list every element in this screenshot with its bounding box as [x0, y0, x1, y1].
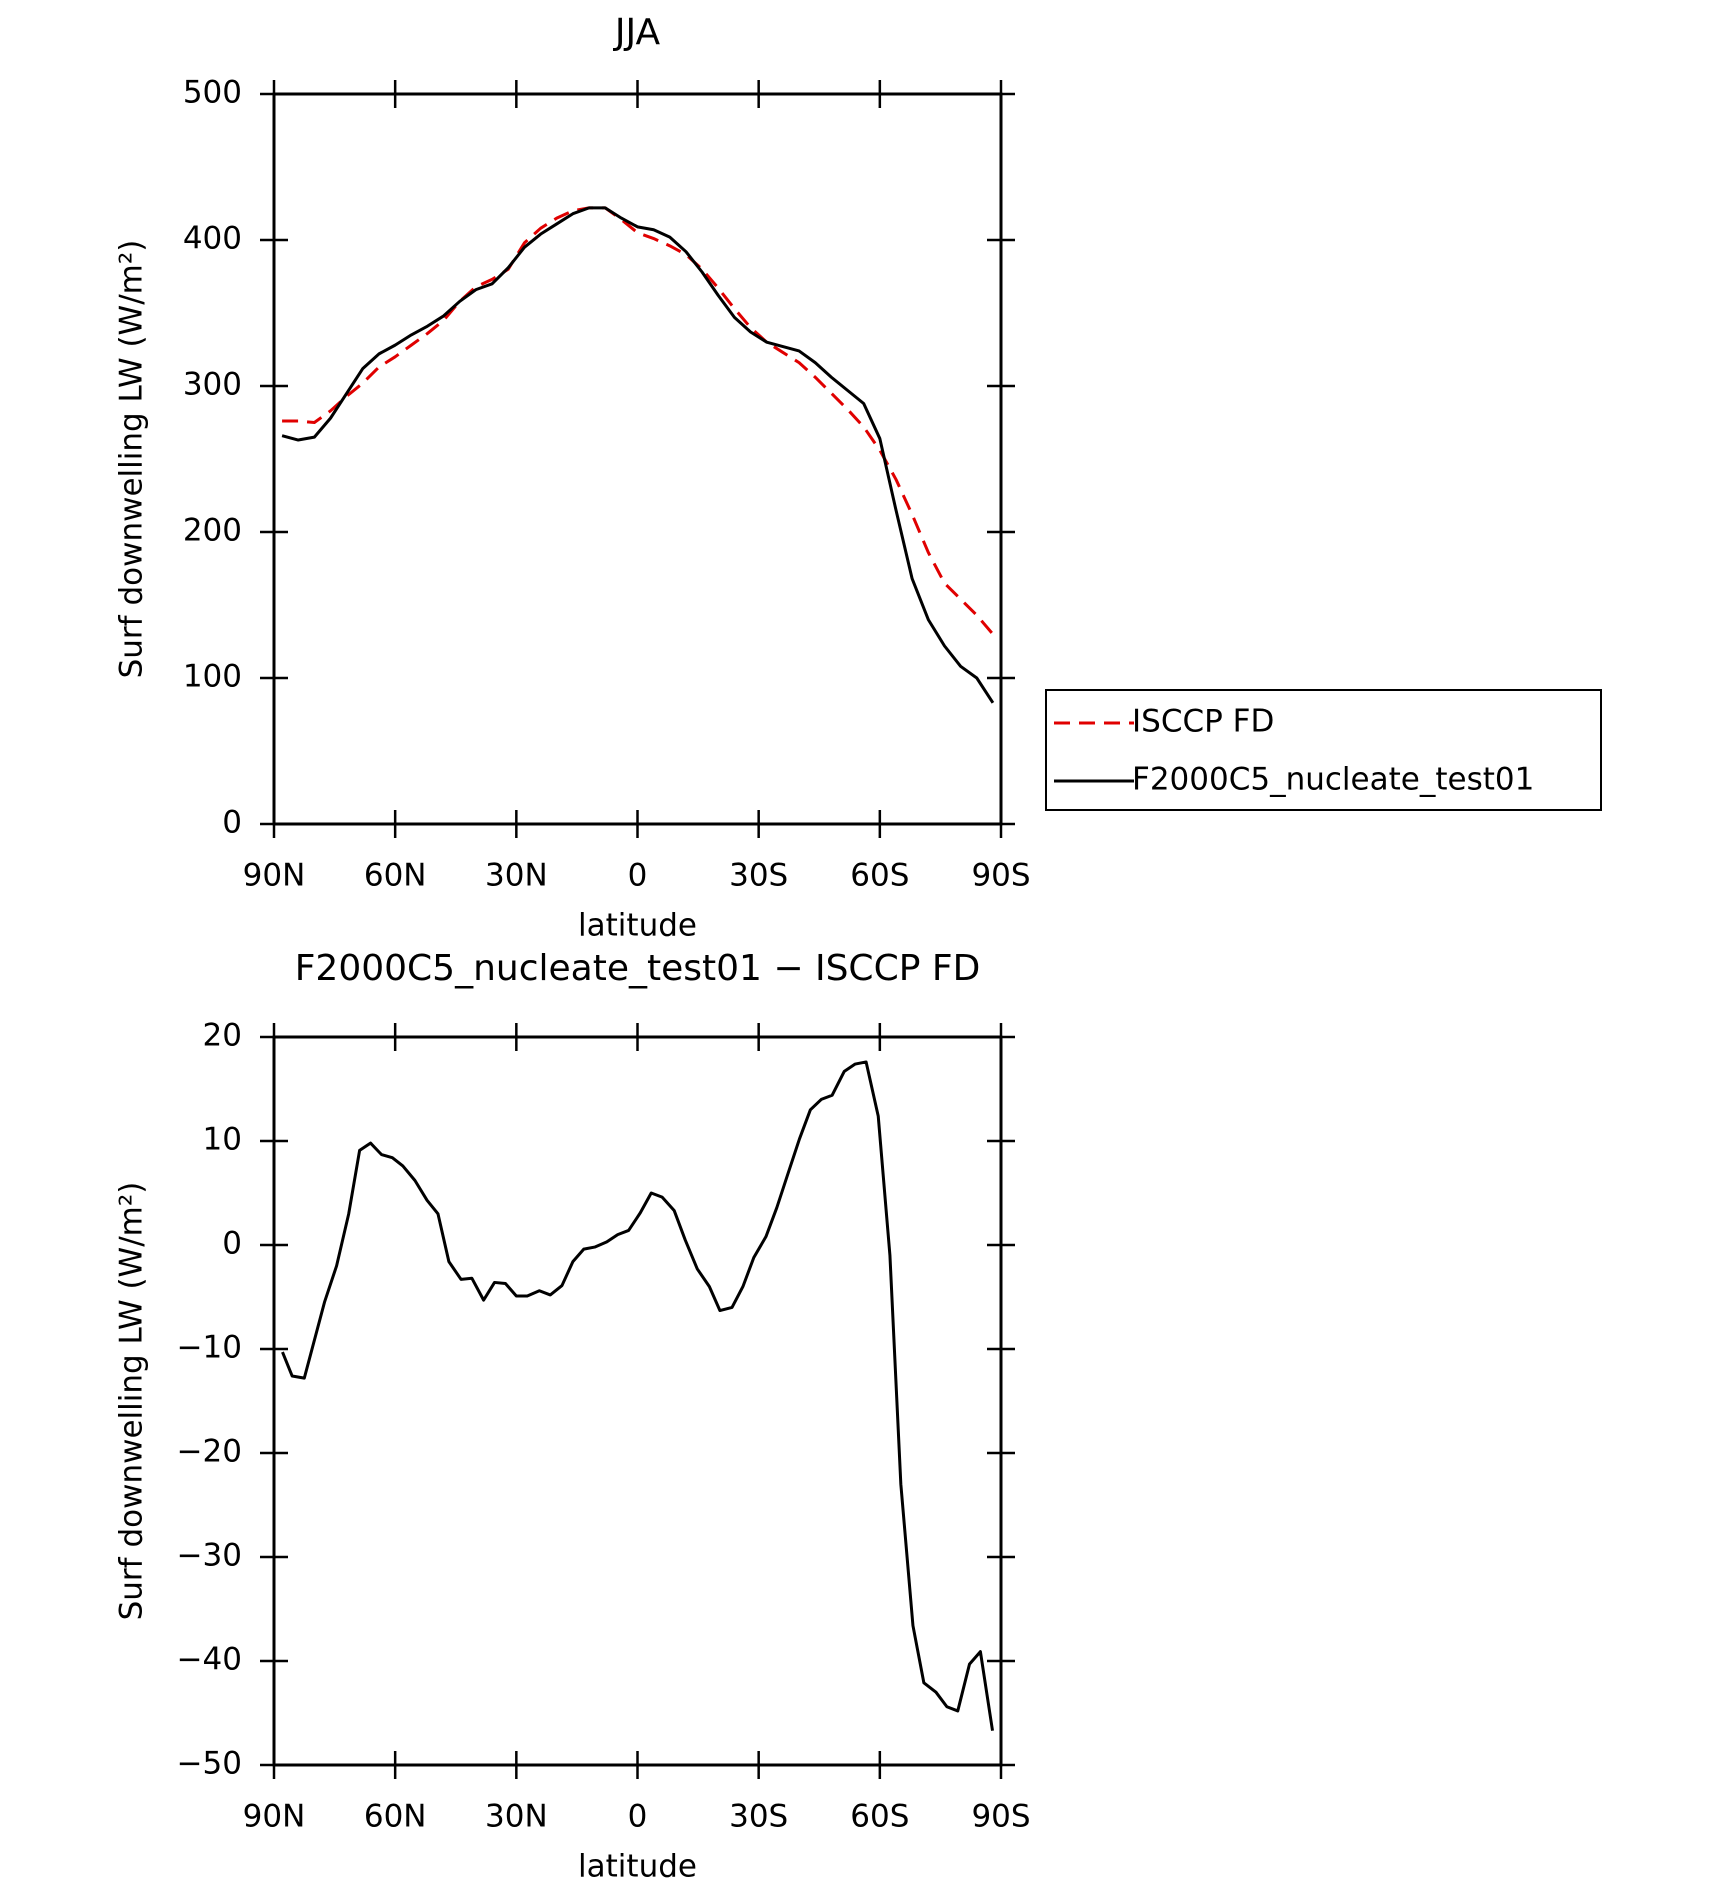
y-tick-label: 300 — [183, 367, 242, 403]
y-tick-label: 100 — [183, 659, 242, 695]
legend-label: F2000C5_nucleate_test01 — [1132, 762, 1534, 798]
plot-frame — [272, 92, 1003, 826]
x-tick-label: 30N — [485, 858, 548, 894]
x-axis-label: latitude — [578, 1849, 697, 1885]
y-tick-label: 0 — [222, 805, 242, 841]
y-tick-label: −20 — [177, 1434, 242, 1470]
y-tick-label: 10 — [203, 1122, 242, 1158]
x-tick-label: 30N — [485, 1799, 548, 1835]
x-tick-label: 90N — [243, 1799, 306, 1835]
y-axis-label: Surf downwelling LW (W/m²) — [114, 1182, 150, 1621]
x-tick-label: 60N — [364, 858, 427, 894]
chart-title: F2000C5_nucleate_test01 − ISCCP FD — [295, 948, 981, 989]
y-tick-label: 0 — [222, 1226, 242, 1262]
x-tick-label: 90N — [243, 858, 306, 894]
x-tick-label: 60S — [850, 1799, 909, 1835]
chart-title: JJA — [613, 12, 661, 53]
y-tick-label: −40 — [177, 1642, 242, 1678]
legend-box — [1045, 689, 1602, 811]
x-tick-label: 90S — [971, 858, 1030, 894]
x-tick-label: 60N — [364, 1799, 427, 1835]
x-tick-label: 90S — [971, 1799, 1030, 1835]
plot-frame — [272, 1035, 1003, 1767]
series-line — [281, 1060, 995, 1731]
x-tick-label: 30S — [729, 1799, 788, 1835]
y-tick-label: 400 — [183, 221, 242, 257]
y-tick-label: 20 — [203, 1018, 242, 1054]
x-tick-label: 0 — [628, 858, 648, 894]
x-tick-label: 30S — [729, 858, 788, 894]
y-tick-label: 500 — [183, 75, 242, 111]
y-tick-label: −30 — [177, 1538, 242, 1574]
x-tick-label: 60S — [850, 858, 909, 894]
x-tick-label: 0 — [628, 1799, 648, 1835]
series-line — [281, 206, 995, 704]
y-axis-label: Surf downwelling LW (W/m²) — [114, 240, 150, 679]
y-tick-label: −10 — [177, 1330, 242, 1366]
legend-label: ISCCP FD — [1132, 704, 1274, 740]
y-tick-label: 200 — [183, 513, 242, 549]
x-axis-label: latitude — [578, 908, 697, 944]
y-tick-label: −50 — [177, 1746, 242, 1782]
series-line — [282, 206, 995, 636]
